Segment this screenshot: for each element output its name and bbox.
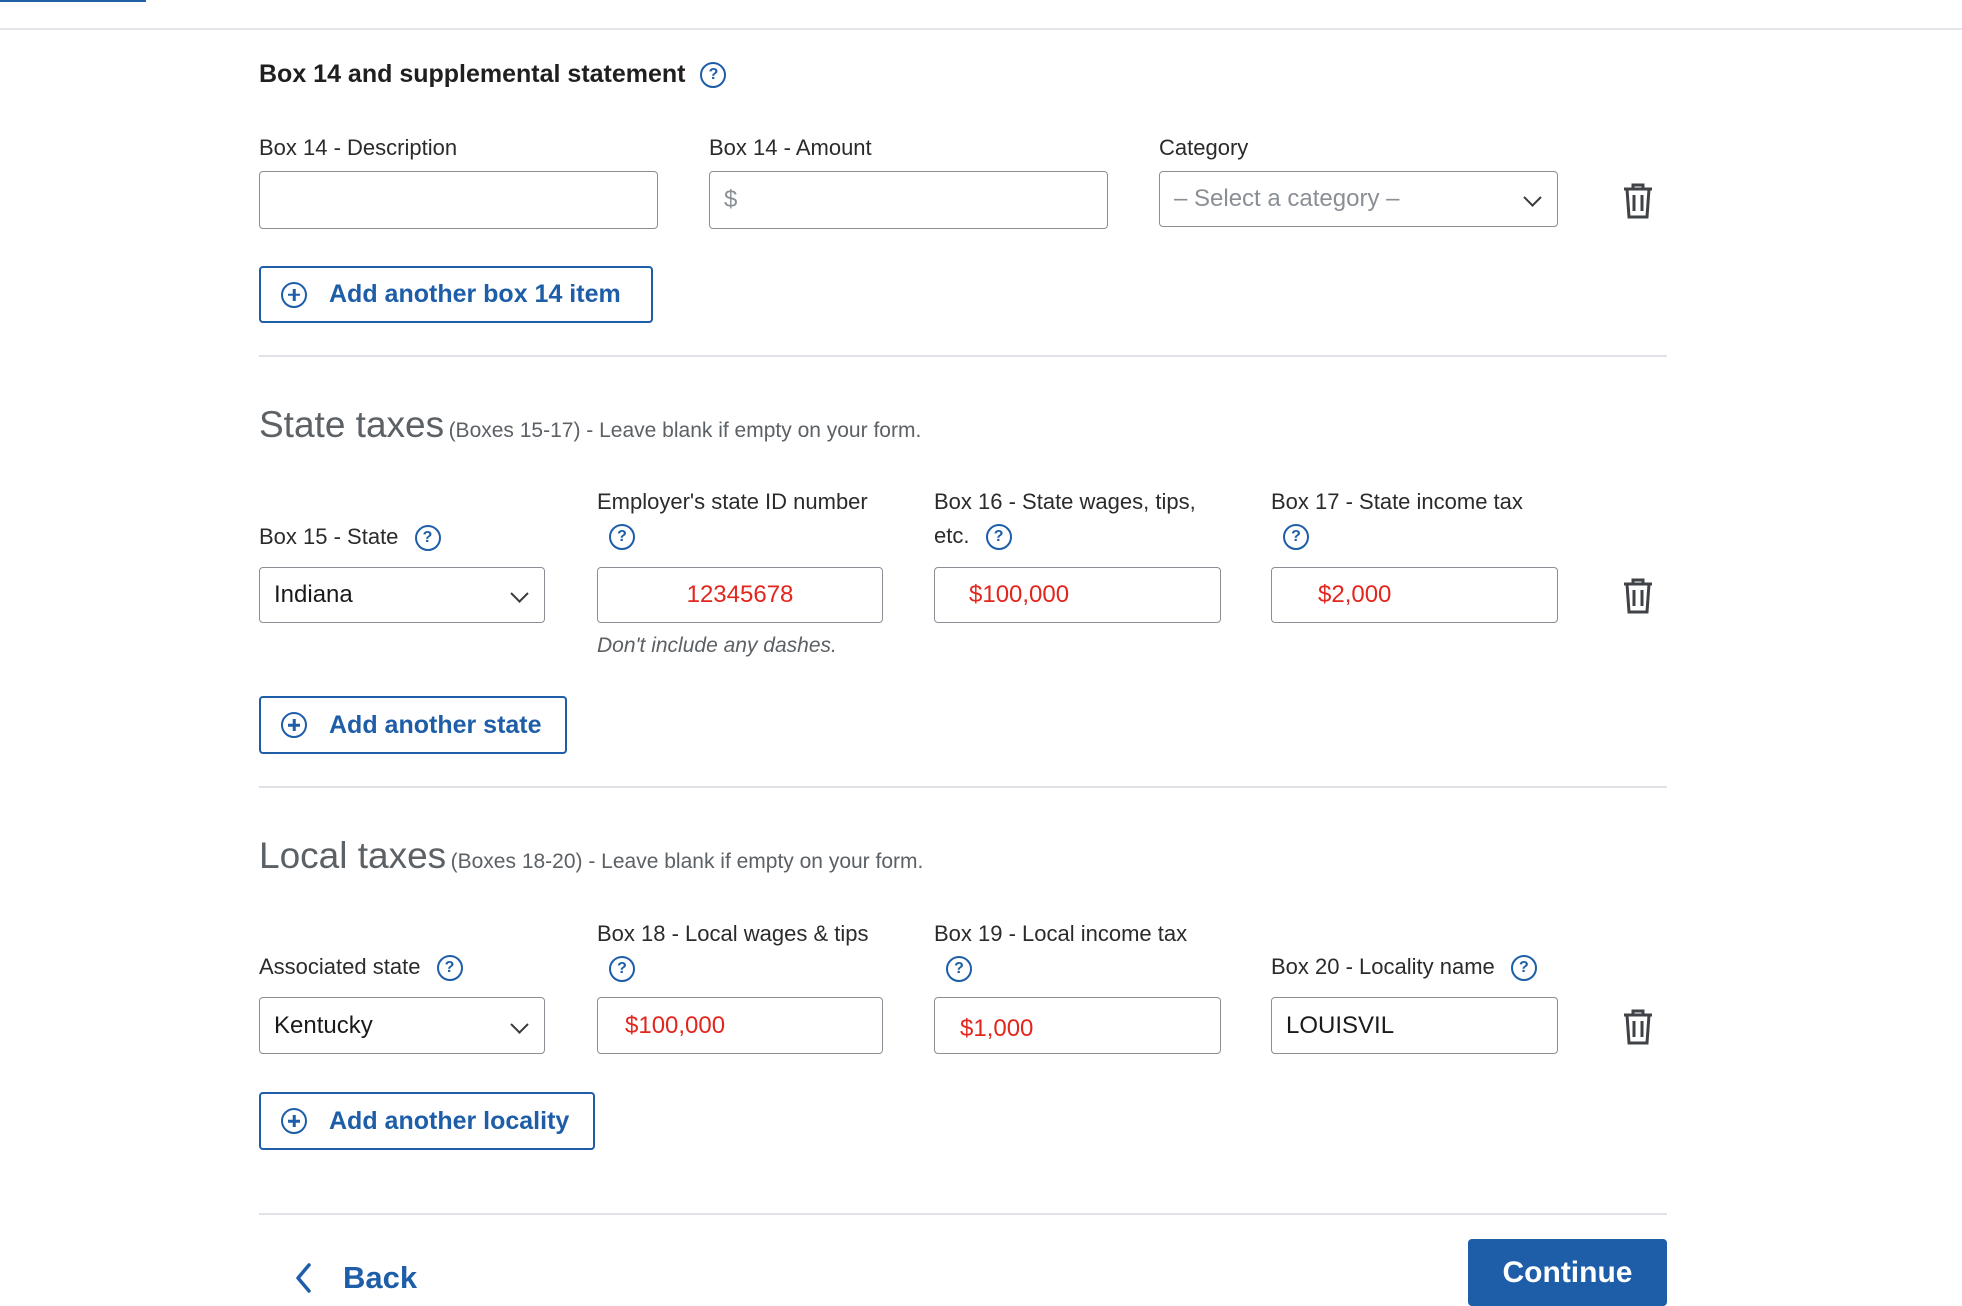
associated-state-select[interactable]: Kentucky [259, 997, 545, 1054]
box14-section-title: Box 14 and supplemental statement ? [259, 60, 727, 89]
trash-icon[interactable] [1621, 182, 1655, 220]
box16-label-line2: etc. [934, 523, 970, 548]
question-circle-icon[interactable]: ? [700, 62, 727, 89]
question-circle-icon[interactable]: ? [1283, 524, 1309, 551]
box18-value: $100,000 [625, 1011, 726, 1039]
employer-state-id-value: 12345678 [686, 581, 794, 608]
add-another-state-button[interactable]: Add another state [259, 696, 567, 754]
associated-state-selected-value: Kentucky [274, 1011, 373, 1039]
add-another-state-label: Add another state [329, 710, 542, 739]
box15-label: Box 15 - State ? [259, 520, 441, 554]
employer-state-id-label-text: Employer's state ID number [597, 489, 868, 514]
box15-selected-value: Indiana [274, 581, 353, 608]
chevron-down-icon [510, 1015, 529, 1034]
trash-icon[interactable] [1621, 577, 1655, 615]
question-circle-icon[interactable]: ? [609, 524, 635, 551]
plus-circle-icon [281, 1108, 307, 1134]
box20-label: Box 20 - Locality name ? [1271, 950, 1537, 984]
box19-local-income-tax-input[interactable]: $1,000 [934, 997, 1221, 1054]
local-section-header: Local taxes (Boxes 18-20) - Leave blank … [259, 835, 923, 877]
chevron-left-icon [296, 1263, 311, 1293]
plus-circle-icon [281, 712, 307, 738]
question-circle-icon[interactable]: ? [609, 956, 635, 983]
continue-button[interactable]: Continue [1468, 1239, 1667, 1306]
category-label: Category [1159, 135, 1249, 160]
box16-state-wages-input[interactable]: $100,000 [934, 567, 1221, 623]
box19-label: Box 19 - Local income tax ? [934, 917, 1187, 985]
add-another-locality-button[interactable]: Add another locality [259, 1092, 595, 1150]
box20-locality-name-input[interactable]: LOUISVIL [1271, 997, 1558, 1054]
box14-amount-label: Box 14 - Amount [709, 135, 872, 160]
state-section-title: State taxes [259, 404, 445, 445]
category-select[interactable]: – Select a category – [1159, 171, 1558, 227]
question-circle-icon[interactable]: ? [985, 524, 1012, 551]
box14-title-text: Box 14 and supplemental statement [259, 60, 686, 88]
question-circle-icon[interactable]: ? [414, 525, 441, 552]
box18-local-wages-input[interactable]: $100,000 [597, 997, 883, 1054]
box16-label-line1: Box 16 - State wages, tips, [934, 489, 1196, 514]
back-button[interactable]: Back [293, 1256, 417, 1300]
box17-state-income-tax-input[interactable]: $2,000 [1271, 567, 1558, 623]
local-section-title: Local taxes [259, 835, 447, 876]
box14-description-input[interactable] [259, 171, 658, 229]
box14-description-label: Box 14 - Description [259, 135, 458, 160]
box17-label: Box 17 - State income tax ? [1271, 485, 1523, 553]
box15-label-text: Box 15 - State [259, 524, 399, 549]
add-box14-item-label: Add another box 14 item [329, 280, 621, 308]
employer-state-id-input[interactable]: 12345678 [597, 567, 883, 623]
box20-value: LOUISVIL [1286, 1011, 1395, 1039]
box17-value: $2,000 [1318, 581, 1392, 608]
box18-label-text: Box 18 - Local wages & tips [597, 921, 869, 946]
section-divider [259, 786, 1667, 788]
box20-label-text: Box 20 - Locality name [1271, 954, 1495, 979]
add-another-locality-label: Add another locality [329, 1106, 570, 1135]
state-section-subtitle: (Boxes 15-17) - Leave blank if empty on … [448, 419, 922, 442]
box17-label-text: Box 17 - State income tax [1271, 489, 1523, 514]
question-circle-icon[interactable]: ? [436, 955, 463, 982]
trash-icon[interactable] [1621, 1008, 1655, 1046]
back-label: Back [343, 1260, 418, 1295]
local-section-subtitle: (Boxes 18-20) - Leave blank if empty on … [450, 850, 924, 873]
associated-state-label-text: Associated state [259, 954, 421, 979]
add-box14-item-button[interactable]: Add another box 14 item [259, 266, 653, 323]
box14-amount-placeholder: $ [724, 186, 738, 213]
employer-state-id-label: Employer's state ID number ? [597, 485, 868, 553]
box19-label-text: Box 19 - Local income tax [934, 921, 1188, 946]
top-nav-accent [0, 0, 146, 2]
box14-amount-input[interactable]: $ [709, 171, 1108, 229]
state-section-header: State taxes (Boxes 15-17) - Leave blank … [259, 404, 921, 446]
chevron-down-icon [510, 584, 529, 603]
section-divider [259, 355, 1667, 357]
category-selected-value: – Select a category – [1174, 185, 1400, 212]
continue-label: Continue [1502, 1255, 1633, 1289]
box18-label: Box 18 - Local wages & tips ? [597, 917, 868, 985]
box16-value: $100,000 [969, 581, 1070, 608]
question-circle-icon[interactable]: ? [946, 956, 972, 983]
section-divider [259, 1213, 1667, 1215]
plus-circle-icon [281, 281, 307, 308]
associated-state-label: Associated state ? [259, 950, 463, 984]
box16-label: Box 16 - State wages, tips, etc. ? [934, 485, 1196, 553]
question-circle-icon[interactable]: ? [1510, 955, 1537, 982]
employer-state-id-hint: Don't include any dashes. [597, 634, 837, 657]
chevron-down-icon [1523, 188, 1542, 207]
top-divider [0, 28, 1962, 30]
box15-state-select[interactable]: Indiana [259, 567, 545, 623]
box19-value: $1,000 [960, 1014, 1034, 1042]
